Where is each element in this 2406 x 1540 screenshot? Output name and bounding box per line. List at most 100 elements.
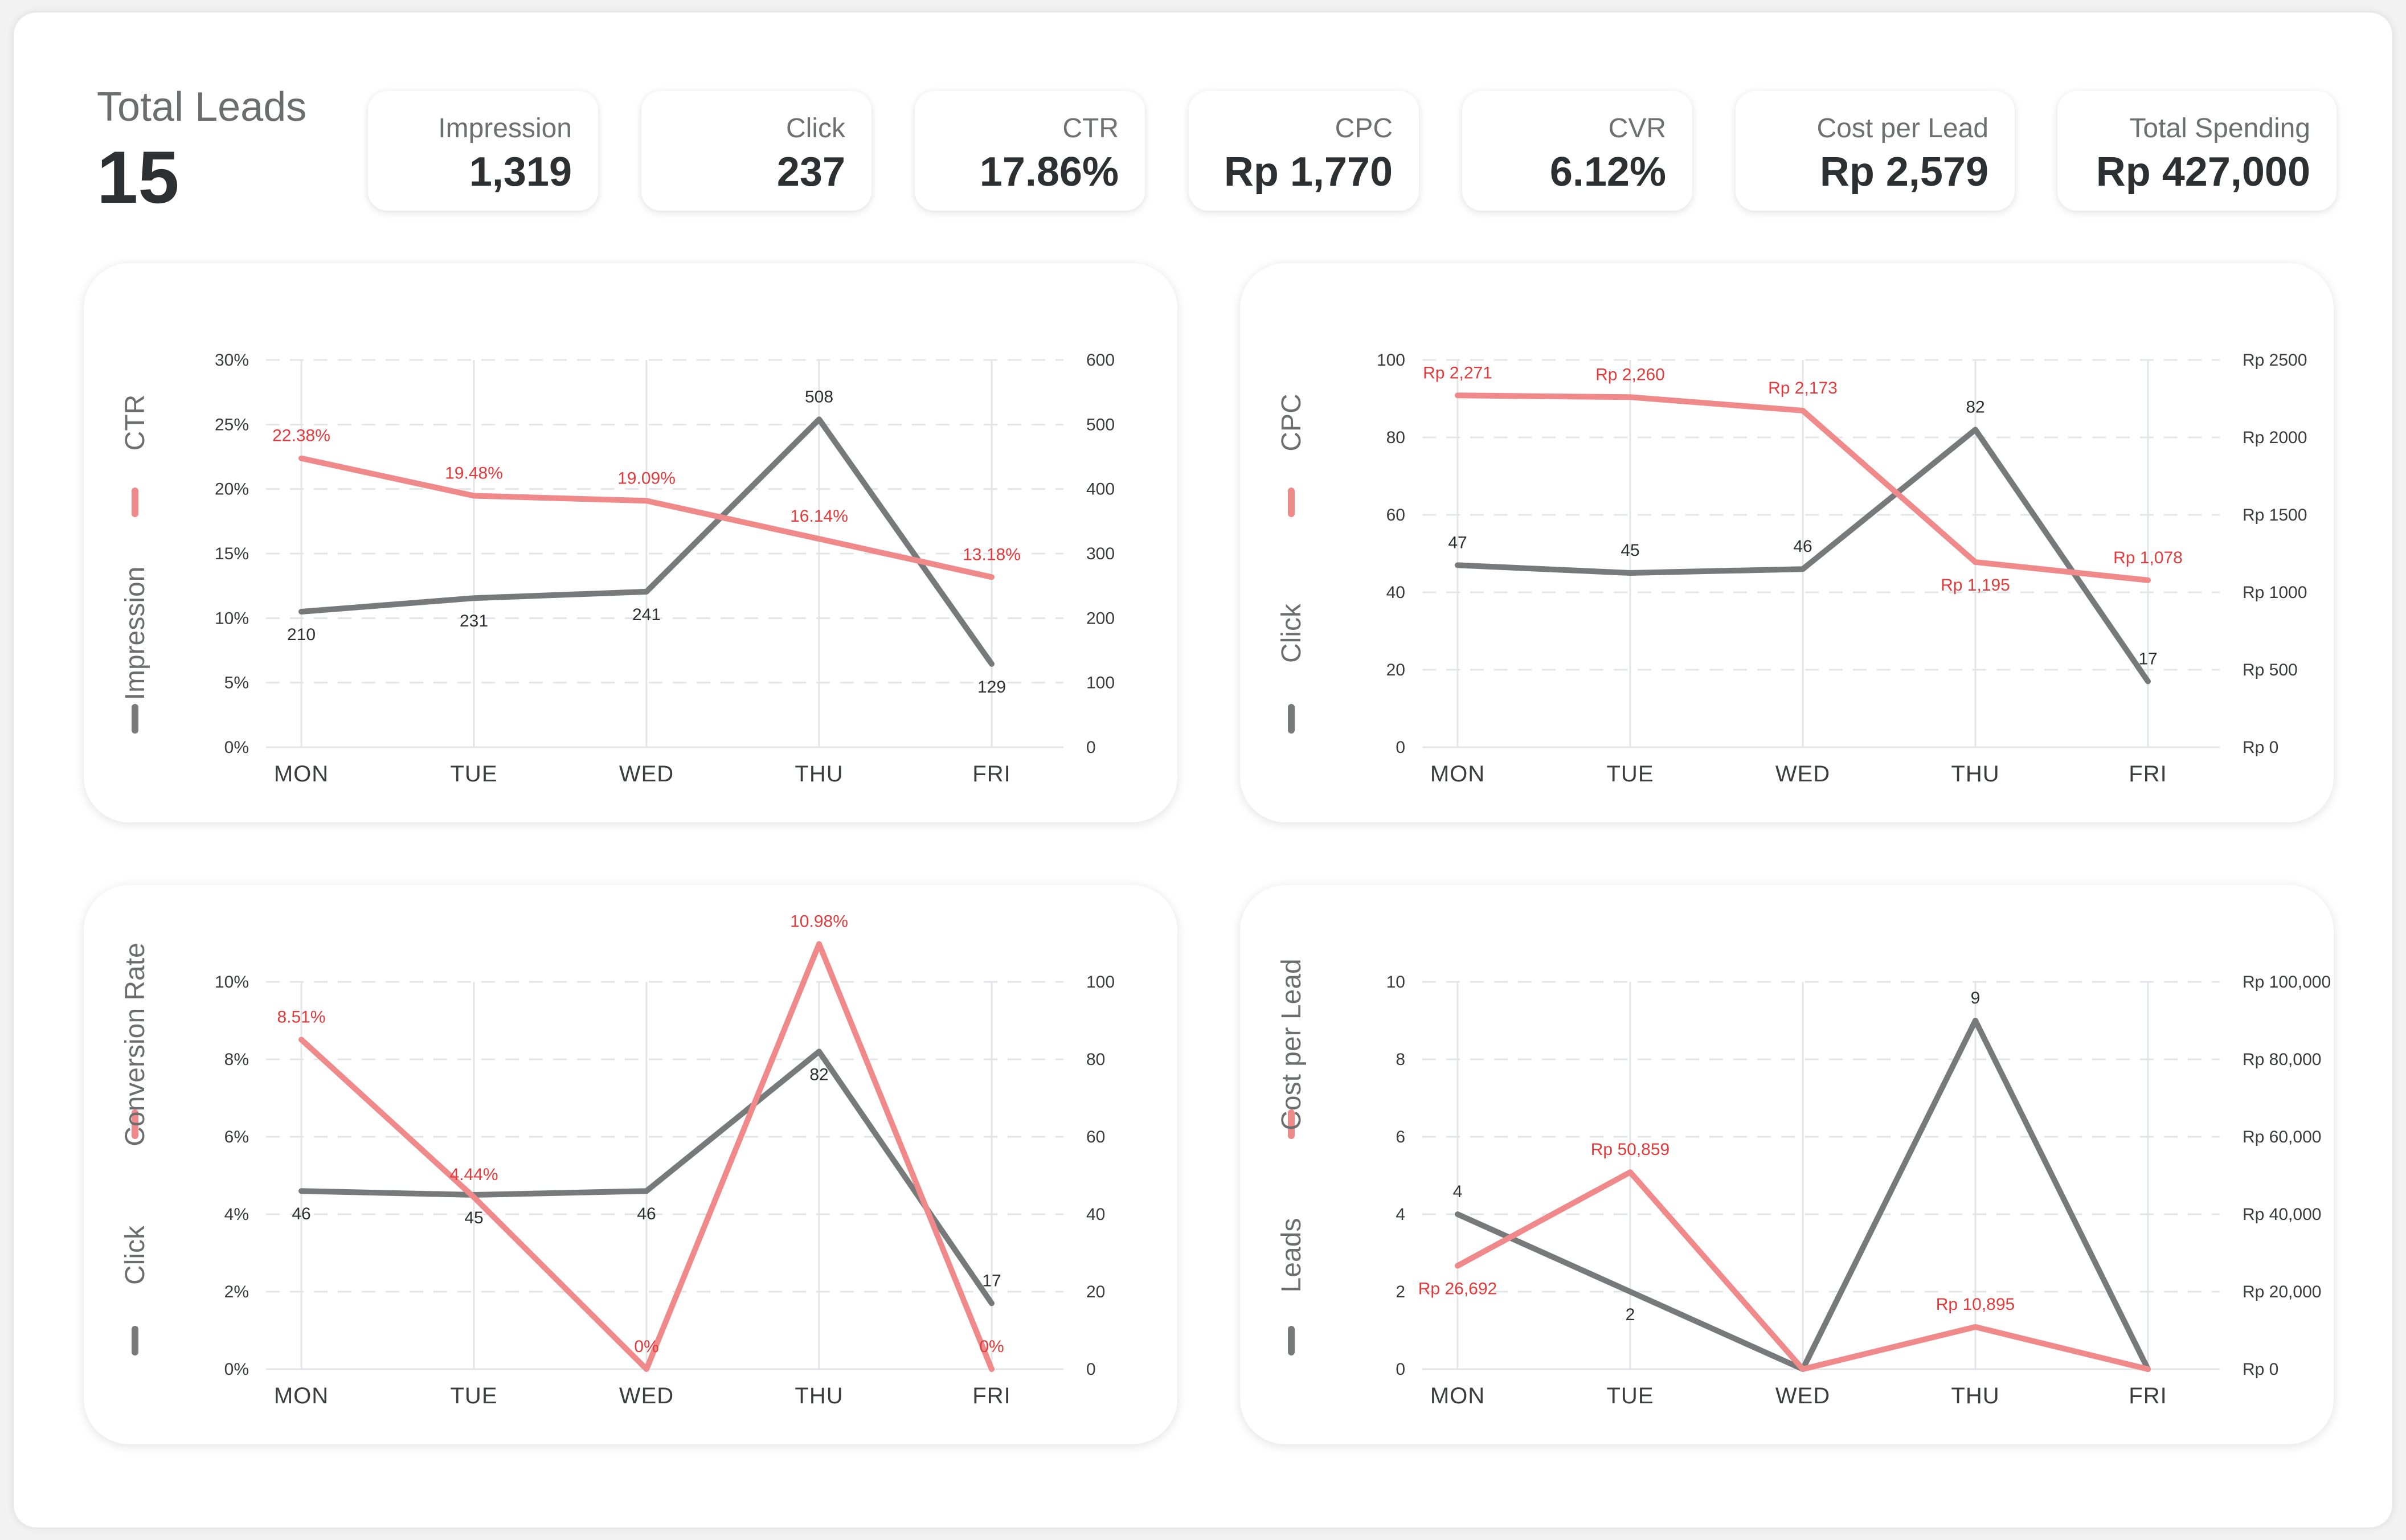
kpi-value: 17.86% — [979, 149, 1119, 195]
chart-2-legend-label: Click — [120, 1225, 150, 1285]
chart-1-right-tick: Rp 2500 — [2243, 351, 2307, 370]
chart-3-category-label: THU — [1951, 1383, 1999, 1408]
chart-2-data-label: 0% — [979, 1337, 1004, 1356]
chart-1-left-tick: 0 — [1396, 738, 1405, 757]
chart-2-data-label: 8.51% — [277, 1007, 325, 1026]
chart-1-right-tick: Rp 0 — [2243, 738, 2278, 757]
chart-3-data-label: Rp 50,859 — [1591, 1140, 1670, 1159]
chart-ctr-impression: 0% 5% 10% 15% 20% 25% 30% 0 100 200 300 400 500 600 MO… — [120, 351, 1115, 787]
chart-2-line-click — [298, 1048, 995, 1306]
chart-0-category-label: MON — [274, 761, 329, 787]
chart-2-left-tick: 0% — [224, 1360, 249, 1379]
chart-0-category-label: TUE — [451, 761, 498, 787]
chart-1-category-label: WED — [1775, 761, 1830, 787]
chart-2-data-label: 45 — [464, 1209, 483, 1227]
chart-0-data-label: 19.09% — [617, 469, 676, 488]
chart-2-legend-label: Conversion Rate — [120, 943, 150, 1146]
chart-1-right-tick: Rp 1500 — [2243, 506, 2307, 525]
chart-0-left-tick: 30% — [215, 351, 249, 370]
chart-card-cvr-click: 0% 2% 4% 6% 8% 10% 0 20 40 60 80 100 MON TUE WED THU FRI… — [84, 885, 1177, 1444]
total-leads-value: 15 — [97, 136, 179, 219]
chart-2-right-tick: 100 — [1086, 973, 1115, 992]
chart-2-right-tick: 60 — [1086, 1128, 1105, 1146]
chart-2-right-tick: 80 — [1086, 1050, 1105, 1069]
chart-2-data-label: 46 — [292, 1205, 310, 1223]
chart-0-right-tick: 500 — [1086, 415, 1115, 434]
chart-1-data-label: 45 — [1621, 541, 1639, 560]
chart-0-line-impression — [298, 416, 995, 667]
kpi-label: Total Spending — [2129, 113, 2310, 144]
chart-2-left-tick: 10% — [215, 973, 249, 992]
chart-1-data-label: 47 — [1448, 533, 1467, 552]
chart-1-left-tick: 40 — [1386, 583, 1405, 602]
chart-3-data-label: 9 — [1971, 989, 1981, 1007]
chart-cpl-leads: 0 2 4 6 8 10 Rp 0 Rp 20,000 Rp 40,000 Rp 60,000 Rp… — [1276, 959, 2331, 1408]
chart-1-left-tick: 80 — [1386, 428, 1405, 447]
chart-1-category-label: THU — [1951, 761, 1999, 787]
chart-3-right-tick: Rp 80,000 — [2243, 1050, 2321, 1069]
chart-1-category-label: TUE — [1607, 761, 1654, 787]
chart-card-cpc-click: 0 20 40 60 80 100 Rp 0 Rp 500 Rp 1000 Rp 1500 Rp 2… — [1240, 263, 2334, 822]
chart-1-data-label: Rp 2,260 — [1595, 365, 1665, 384]
chart-3-left-tick: 10 — [1386, 973, 1405, 992]
kpi-value: 6.12% — [1549, 149, 1666, 195]
chart-0-right-tick: 100 — [1086, 674, 1115, 693]
chart-2-category-label: FRI — [972, 1383, 1010, 1408]
chart-3-category-label: WED — [1775, 1383, 1830, 1408]
kpi-value: Rp 2,579 — [1819, 149, 1988, 195]
chart-0-right-tick: 300 — [1086, 544, 1115, 563]
kpi-impression: Impression 1,319 — [368, 91, 598, 211]
kpi-label: CTR — [1062, 113, 1119, 144]
chart-1-category-label: MON — [1430, 761, 1485, 787]
chart-2-category-label: WED — [619, 1383, 674, 1408]
chart-3-left-tick: 8 — [1396, 1050, 1405, 1069]
kpi-cost-per-lead: Cost per Lead Rp 2,579 — [1736, 91, 2015, 211]
chart-2-line-conversion-rate — [298, 941, 995, 1372]
chart-3-data-label: Rp 10,895 — [1936, 1295, 2015, 1314]
chart-2-category-label: THU — [795, 1383, 843, 1408]
chart-1-left-tick: 100 — [1377, 351, 1405, 370]
chart-1-line-cpc — [1455, 392, 2151, 583]
chart-3-right-tick: Rp 60,000 — [2243, 1128, 2321, 1146]
chart-3-legend-label: Cost per Lead — [1276, 959, 1307, 1131]
chart-0-line-ctr — [298, 455, 995, 580]
chart-2-data-label: 17 — [982, 1271, 1001, 1290]
chart-0-category-label: FRI — [972, 761, 1010, 787]
chart-1-data-label: Rp 2,173 — [1768, 379, 1838, 398]
kpi-label: Click — [786, 113, 845, 144]
chart-0-left-tick: 5% — [224, 674, 249, 693]
chart-3-category-label: TUE — [1607, 1383, 1654, 1408]
chart-0-left-tick: 0% — [224, 738, 249, 757]
kpi-total-spending: Total Spending Rp 427,000 — [2057, 91, 2337, 211]
chart-3-legend-label: Leads — [1276, 1218, 1307, 1293]
chart-0-data-label: 19.48% — [445, 464, 503, 482]
chart-cpc-click: 0 20 40 60 80 100 Rp 0 Rp 500 Rp 1000 Rp 1500 Rp 2… — [1276, 351, 2307, 787]
kpi-value: 237 — [776, 149, 845, 195]
chart-0-data-label: 16.14% — [790, 507, 848, 526]
chart-0-legend-label: Impression — [120, 567, 150, 701]
chart-1-left-tick: 20 — [1386, 661, 1405, 679]
chart-3-category-label: FRI — [2129, 1383, 2167, 1408]
chart-card-ctr-impression: 0% 5% 10% 15% 20% 25% 30% 0 100 200 300 400 500 600 MO… — [84, 263, 1177, 822]
chart-card-cpl-leads: 0 2 4 6 8 10 Rp 0 Rp 20,000 Rp 40,000 Rp 60,000 Rp… — [1240, 885, 2334, 1444]
chart-0-data-label: 129 — [977, 678, 1006, 697]
kpi-label: CVR — [1608, 113, 1666, 144]
total-leads: Total Leads 15 — [97, 87, 306, 214]
kpi-label: CPC — [1335, 113, 1393, 144]
chart-1-legend-label: Click — [1276, 603, 1307, 663]
chart-1-left-tick: 60 — [1386, 506, 1405, 525]
chart-3-line-cost-per-lead — [1455, 1169, 2151, 1372]
kpi-value: 1,319 — [469, 149, 572, 195]
chart-3-right-tick: Rp 0 — [2243, 1360, 2278, 1379]
chart-3-left-tick: 6 — [1396, 1128, 1405, 1146]
chart-0-right-tick: 400 — [1086, 480, 1115, 499]
chart-1-data-label: Rp 2,271 — [1423, 363, 1492, 382]
chart-2-data-label: 0% — [634, 1337, 658, 1356]
chart-0-data-label: 231 — [460, 612, 488, 630]
dashboard-frame: Total Leads 15 Impression 1,319 Click 23… — [14, 13, 2392, 1527]
chart-1-data-label: 17 — [2138, 649, 2157, 668]
chart-2-left-tick: 2% — [224, 1283, 249, 1301]
chart-1-line-click — [1455, 427, 2151, 685]
chart-0-category-label: WED — [619, 761, 674, 787]
chart-2-data-label: 46 — [637, 1205, 656, 1223]
